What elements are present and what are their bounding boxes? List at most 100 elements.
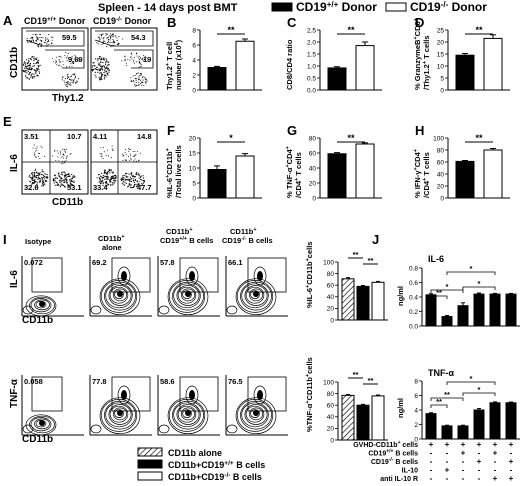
gate-value: 0.058: [24, 377, 43, 386]
table-cell: -: [510, 449, 513, 458]
event-dot: [31, 173, 33, 175]
event-dot: [110, 157, 112, 158]
y-tick-label: 0: [440, 87, 444, 94]
event-dot: [31, 73, 33, 75]
event-dot: [116, 37, 118, 39]
table-cell: +: [477, 457, 482, 466]
table-cell: -: [462, 466, 465, 475]
gate-a2-upper: [94, 30, 154, 47]
contour-plot: 58.6: [157, 375, 220, 436]
event-dot: [106, 73, 109, 75]
event-dot: [41, 185, 43, 187]
event-dot: [141, 77, 143, 79]
event-dot: [67, 155, 69, 157]
bar: [207, 67, 227, 91]
event-dot: [141, 182, 143, 184]
event-dot: [33, 73, 35, 75]
event-dot: [54, 184, 56, 186]
event-dot: [102, 182, 104, 185]
event-dot: [105, 75, 107, 77]
significance-bracket: [462, 392, 496, 396]
event-dot: [117, 43, 119, 45]
y-tick-label: 4: [414, 407, 418, 414]
event-dot: [64, 172, 66, 174]
event-dot: [54, 62, 56, 64]
event-dot: [27, 70, 30, 72]
event-dot: [106, 67, 108, 69]
table-cell: +: [493, 474, 498, 483]
event-dot: [40, 145, 42, 147]
event-dot: [58, 56, 60, 57]
event-dot: [107, 177, 109, 179]
event-dot: [100, 73, 102, 75]
event-dot: [29, 63, 31, 65]
event-dot: [140, 64, 142, 66]
event-dot: [32, 65, 34, 67]
event-dot: [107, 36, 109, 38]
y-tick-label: 0: [440, 195, 444, 202]
event-dot: [129, 59, 131, 61]
event-dot: [28, 73, 30, 75]
panel-i-row1-xlabel: CD11b: [22, 315, 53, 326]
gate-value: 58.6: [160, 377, 175, 386]
event-dot: [133, 175, 135, 178]
significance-bracket: [446, 271, 496, 275]
table-cell: -: [494, 457, 497, 466]
event-dot: [47, 38, 49, 40]
bar: [441, 316, 453, 327]
significance-label: **: [444, 390, 450, 399]
event-dot: [98, 56, 101, 58]
event-dot: [38, 178, 40, 180]
contour-plot: 57.8: [157, 256, 220, 317]
event-dot: [61, 148, 63, 150]
gate: [247, 376, 287, 412]
event-dot: [102, 158, 104, 160]
event-dot: [110, 37, 112, 39]
event-dot: [129, 159, 131, 161]
event-dot: [77, 81, 79, 83]
y-tick-label: 2.5: [307, 27, 316, 34]
event-dot: [40, 36, 42, 39]
event-dot: [138, 177, 140, 179]
event-dot: [27, 65, 29, 67]
event-dot: [142, 81, 144, 84]
event-dot: [128, 184, 130, 186]
event-dot: [99, 78, 101, 80]
event-dot: [105, 33, 107, 35]
event-dot: [99, 68, 101, 70]
event-dot: [64, 151, 66, 152]
event-dot: [63, 185, 66, 187]
event-dot: [101, 75, 103, 78]
event-dot: [108, 155, 109, 157]
event-dot: [103, 65, 105, 67]
event-dot: [60, 184, 62, 186]
event-dot: [38, 152, 40, 154]
event-dot: [55, 56, 57, 58]
quadrant-value: 10.7: [67, 132, 82, 141]
bar: [505, 402, 517, 440]
event-dot: [34, 76, 36, 78]
event-dot: [100, 176, 102, 178]
bar: [489, 402, 501, 440]
event-dot: [60, 157, 62, 159]
event-dot: [139, 176, 142, 178]
event-dot: [137, 72, 139, 74]
event-dot: [102, 38, 105, 40]
event-dot: [35, 72, 37, 74]
event-dot: [62, 156, 64, 158]
event-dot: [71, 62, 73, 64]
event-dot: [134, 83, 136, 86]
table-cell: +: [509, 474, 514, 483]
y-tick-label: 40: [309, 165, 317, 172]
table-cell: -: [430, 466, 433, 475]
quadrant-value: 14.8: [137, 132, 152, 141]
event-dot: [72, 82, 75, 84]
event-dot: [140, 79, 142, 81]
event-dot: [31, 172, 33, 174]
event-dot: [39, 158, 41, 159]
event-dot: [33, 180, 36, 182]
y-label-line2: /Thy1.2+ T cells: [422, 36, 431, 91]
table-cell: -: [510, 466, 513, 475]
y-tick-label: 25: [437, 27, 445, 34]
y-label: % GranzymeB+CD8+: [413, 18, 422, 90]
